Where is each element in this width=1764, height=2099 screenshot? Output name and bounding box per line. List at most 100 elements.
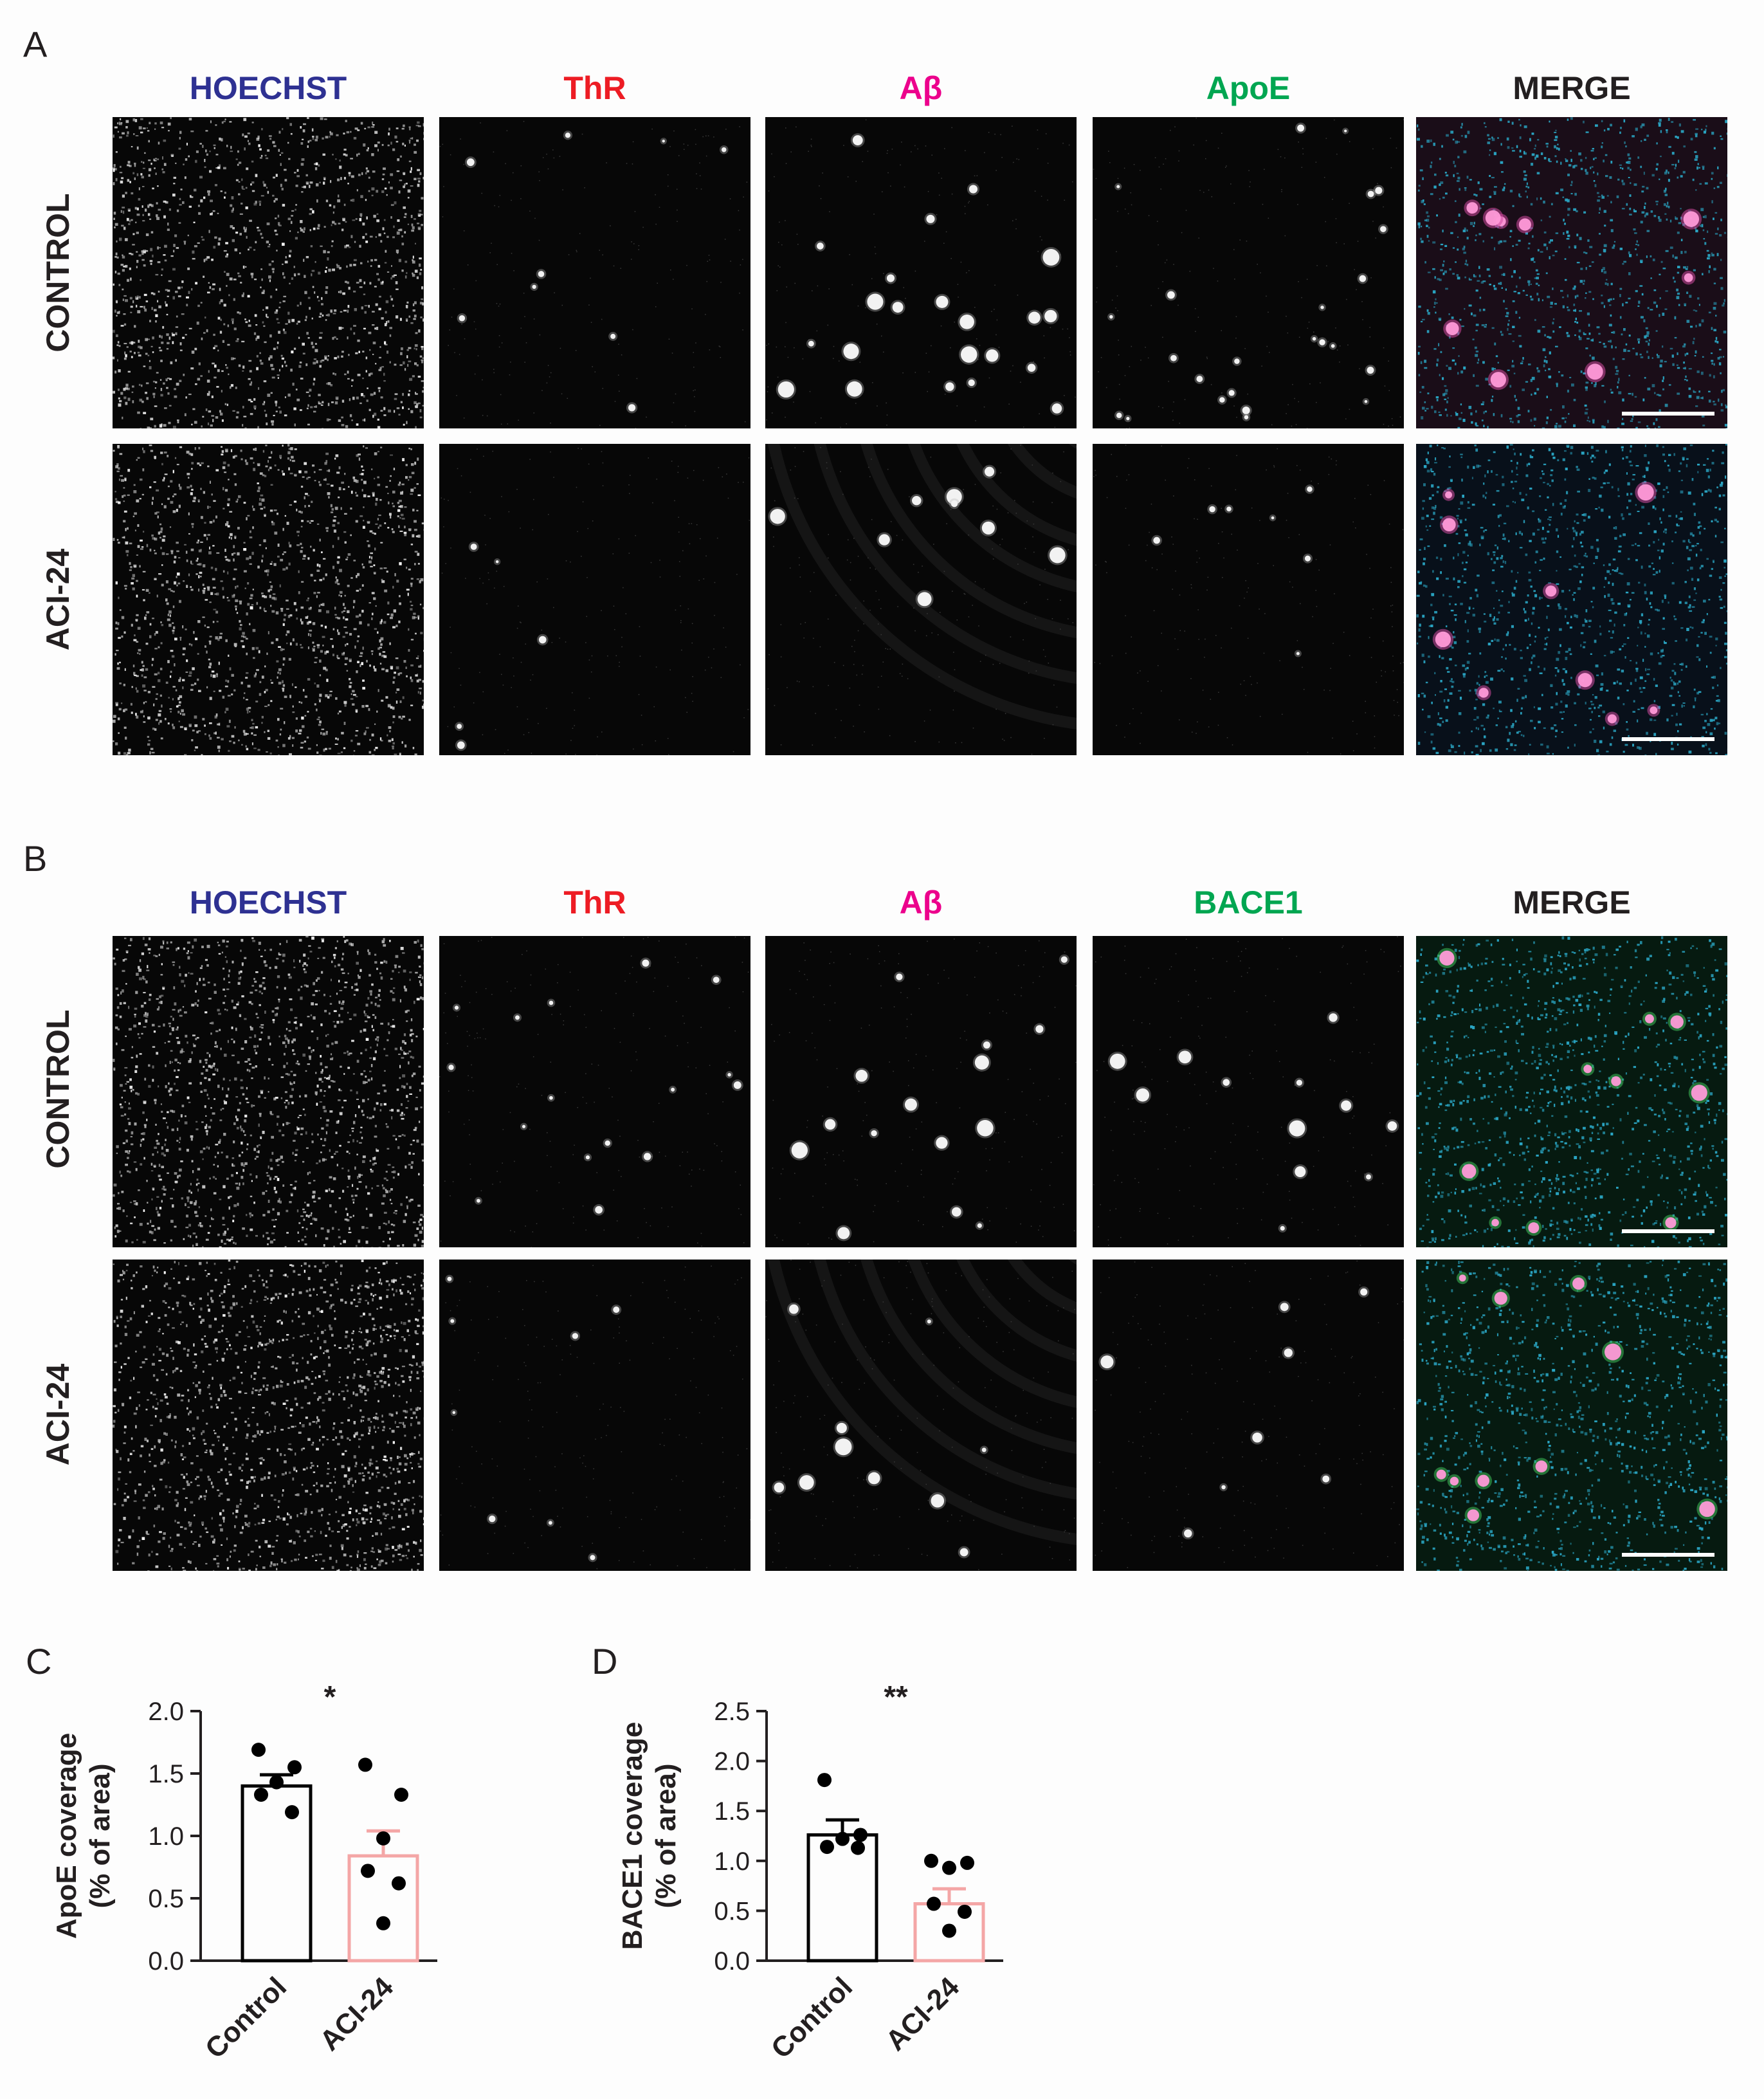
- panel-b-col-thr: ThR: [563, 885, 626, 921]
- micrograph-texture: [1416, 444, 1727, 755]
- panel-a-row-control: CONTROL: [40, 193, 76, 353]
- category-label: ACI-24: [314, 1971, 400, 2057]
- panel-b-letter: B: [23, 838, 48, 879]
- data-point: [960, 1855, 974, 1870]
- panel-b-col-bace1: BACE1: [1194, 885, 1303, 921]
- micrograph: [1416, 1260, 1727, 1571]
- data-point: [254, 1787, 268, 1802]
- y-tick-label: 0.5: [148, 1885, 184, 1913]
- micrograph: [1093, 936, 1404, 1247]
- panel-a-letter: A: [23, 24, 48, 64]
- panel-a-col-hoechst: HOECHST: [189, 70, 347, 106]
- micrograph-texture: [1416, 936, 1727, 1247]
- significance-marker: **: [884, 1680, 908, 1714]
- y-axis-label: BACE1 coverage: [617, 1722, 648, 1950]
- scale-bar: [1622, 412, 1714, 416]
- micrograph-texture: [1093, 1260, 1404, 1571]
- panel-b-col-merge: MERGE: [1513, 885, 1631, 921]
- data-point: [392, 1876, 406, 1891]
- micrograph-texture: [113, 117, 424, 428]
- data-point: [958, 1904, 972, 1919]
- micrograph: [113, 117, 424, 428]
- micrograph: [765, 1260, 1077, 1571]
- y-tick-label: 0.5: [714, 1897, 750, 1925]
- y-axis-label: ApoE coverage: [51, 1733, 82, 1939]
- panel-a-col-abeta: Aβ: [899, 70, 943, 106]
- y-tick-label: 2.0: [148, 1698, 184, 1726]
- y-tick-label: 1.5: [148, 1760, 184, 1788]
- micrograph: [439, 1260, 750, 1571]
- micrograph-texture: [113, 1260, 424, 1571]
- micrograph: [113, 936, 424, 1247]
- data-point: [251, 1743, 266, 1757]
- micrograph-texture: [765, 117, 1077, 428]
- micrograph: [765, 444, 1077, 755]
- micrograph-texture: [113, 444, 424, 755]
- data-point: [394, 1787, 408, 1802]
- y-tick-label: 0.0: [148, 1947, 184, 1975]
- micrograph-texture: [1093, 117, 1404, 428]
- micrograph: [1093, 1260, 1404, 1571]
- micrograph: [1416, 117, 1727, 428]
- micrograph: [1416, 936, 1727, 1247]
- significance-marker: *: [324, 1680, 336, 1714]
- micrograph: [765, 936, 1077, 1247]
- category-label: ACI-24: [880, 1971, 966, 2057]
- data-point: [851, 1840, 865, 1855]
- micrograph: [1416, 444, 1727, 755]
- micrograph-texture: [439, 117, 750, 428]
- micrograph-texture: [1093, 936, 1404, 1247]
- y-tick-label: 2.5: [714, 1698, 750, 1726]
- micrograph-texture: [113, 936, 424, 1247]
- bar-aci24: [347, 1854, 419, 1963]
- y-tick-label: 1.5: [714, 1797, 750, 1826]
- micrograph: [1093, 444, 1404, 755]
- data-point: [835, 1831, 850, 1846]
- chart-d: 0.0 0.5 1.0 1.5 2.0 2.5 BACE1 coverage (% of ar…: [592, 1641, 1003, 2065]
- micrograph-texture: [1416, 117, 1727, 428]
- panel-letter: C: [26, 1641, 51, 1682]
- micrograph-texture: [439, 1260, 750, 1571]
- bar-control: [806, 1833, 878, 1963]
- micrograph-texture: [765, 444, 1077, 755]
- micrograph: [765, 117, 1077, 428]
- micrograph-texture: [765, 936, 1077, 1247]
- data-point: [924, 1853, 938, 1868]
- micrograph: [113, 1260, 424, 1571]
- panel-b-row-control: CONTROL: [40, 1009, 76, 1169]
- bar-aci24: [913, 1902, 985, 1963]
- micrograph-texture: [765, 1260, 1077, 1571]
- y-tick-label: 0.0: [714, 1947, 750, 1975]
- panel-b-row-aci24: ACI-24: [40, 1363, 76, 1466]
- panel-a-row-aci24: ACI-24: [40, 548, 76, 651]
- y-axis-label-unit: (% of area): [84, 1764, 116, 1909]
- micrograph: [439, 444, 750, 755]
- data-point: [942, 1860, 956, 1875]
- category-label: Control: [765, 1971, 859, 2064]
- panel-b-col-hoechst: HOECHST: [189, 885, 347, 921]
- micrograph: [1093, 117, 1404, 428]
- data-point: [287, 1760, 302, 1775]
- panel-a-col-apoe: ApoE: [1206, 70, 1291, 106]
- panel-a-col-merge: MERGE: [1513, 70, 1631, 106]
- data-point: [358, 1757, 372, 1772]
- micrograph: [439, 117, 750, 428]
- chart-c: 0.0 0.5 1.0 1.5 2.0 ApoE coverage (% of area) C…: [26, 1641, 437, 2065]
- data-point: [269, 1775, 284, 1790]
- micrograph: [113, 444, 424, 755]
- data-point: [820, 1840, 834, 1855]
- bar-control: [241, 1784, 313, 1963]
- scale-bar: [1622, 737, 1714, 741]
- data-point: [376, 1916, 390, 1930]
- data-point: [927, 1896, 941, 1911]
- data-point: [285, 1805, 299, 1820]
- panel-b-col-abeta: Aβ: [899, 885, 943, 921]
- micrograph-texture: [1093, 444, 1404, 755]
- category-label: Control: [199, 1971, 293, 2064]
- y-axis-label-unit: (% of area): [650, 1764, 682, 1909]
- scale-bar: [1622, 1553, 1714, 1557]
- panel-letter: D: [592, 1641, 617, 1682]
- data-point: [853, 1828, 868, 1842]
- panel-a-col-thr: ThR: [563, 70, 626, 106]
- micrograph-texture: [439, 444, 750, 755]
